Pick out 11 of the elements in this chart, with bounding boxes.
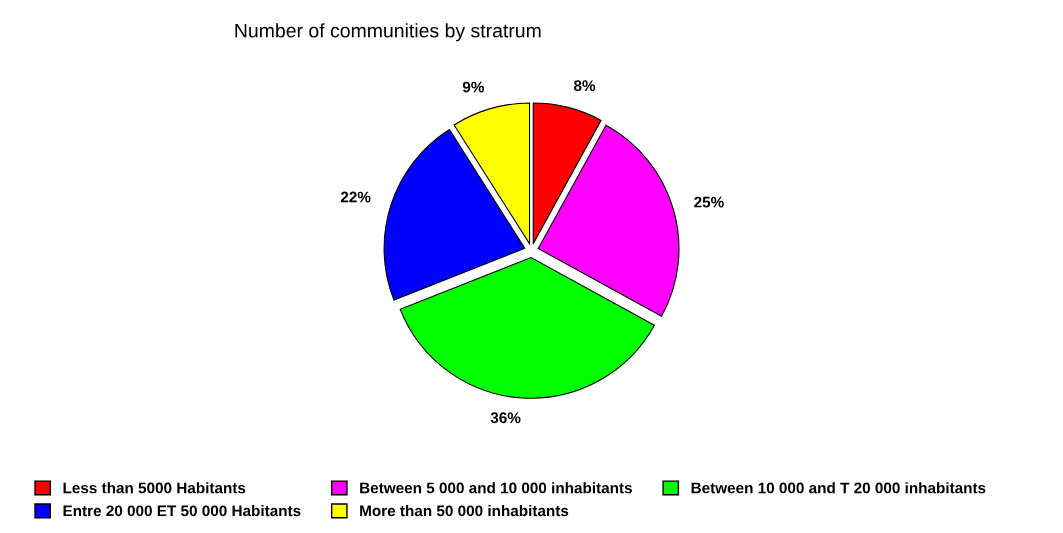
data-label: 22% [340, 191, 371, 203]
legend-label: Between 10 000 and T 20 000 inhabitants [691, 482, 986, 494]
data-label: 25% [694, 196, 724, 208]
legend-label: Between 5 000 and 10 000 inhabitants [360, 482, 632, 494]
legend-label: Less than 5000 Habitants [63, 482, 246, 494]
legend-label: More than 50 000 inhabitants [360, 505, 569, 517]
data-label: 8% [573, 80, 596, 92]
legend-label: Entre 20 000 ET 50 000 Habitants [63, 505, 301, 517]
chart-title: Number of communities by stratrum [235, 23, 541, 42]
data-label: 36% [490, 412, 521, 424]
data-label: 9% [462, 81, 484, 93]
